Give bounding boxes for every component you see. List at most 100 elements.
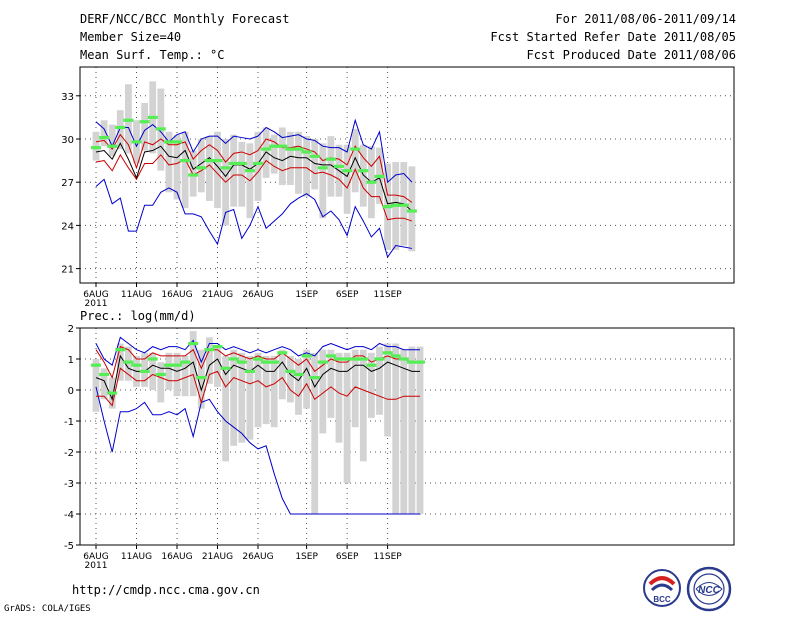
median-marker	[285, 147, 296, 151]
median-marker	[366, 363, 377, 367]
svg-text:BCC: BCC	[653, 595, 671, 604]
ensemble-box	[295, 131, 302, 194]
ensemble-box	[287, 355, 294, 403]
median-marker	[350, 147, 361, 151]
median-marker	[180, 159, 191, 163]
ensemble-box	[181, 131, 189, 209]
median-marker	[99, 372, 110, 377]
y-tick-label: 21	[61, 265, 74, 276]
ensemble-box	[100, 368, 108, 400]
ensemble-box	[359, 144, 367, 207]
ensemble-box	[270, 355, 278, 428]
x-tick-label: 6SEP	[336, 290, 359, 300]
ensemble-box	[108, 124, 116, 157]
ensemble-box	[222, 355, 229, 462]
median-marker	[188, 173, 199, 177]
plot-frame	[79, 327, 735, 546]
median-marker	[309, 376, 320, 380]
ensemble-box	[206, 136, 213, 201]
ensemble-box	[116, 110, 124, 150]
median-marker	[212, 159, 223, 163]
median-marker	[301, 354, 312, 358]
median-marker	[293, 372, 304, 377]
median-marker	[244, 169, 255, 173]
median-marker	[261, 360, 272, 364]
median-marker	[382, 205, 393, 209]
median-marker	[155, 127, 166, 131]
ensemble-box	[100, 120, 108, 147]
ensemble-box	[165, 352, 173, 390]
median-marker	[301, 150, 312, 154]
median-marker	[91, 363, 101, 367]
ensemble-box	[368, 352, 375, 418]
ensemble-box	[351, 128, 359, 193]
y-tick-label: 30	[61, 135, 74, 146]
median-marker	[244, 369, 255, 373]
median-marker	[342, 169, 353, 173]
median-marker	[131, 363, 142, 367]
panel-title: Prec.: log(mm/d)	[80, 309, 196, 323]
ensemble-box	[327, 349, 335, 418]
y-tick-label: -2	[64, 448, 74, 459]
ensemble-box	[327, 136, 335, 197]
median-marker	[155, 372, 166, 377]
ensemble-box	[206, 337, 213, 384]
x-tick-label: 26AUG	[242, 552, 273, 562]
median-marker	[334, 164, 344, 168]
ensemble-box	[116, 343, 124, 381]
ensemble-box	[181, 355, 189, 397]
ensemble-max-line	[95, 118, 413, 184]
median-marker	[398, 203, 409, 207]
median-marker	[172, 363, 182, 367]
median-marker	[220, 166, 231, 170]
ensemble-box	[359, 349, 367, 462]
ensemble-box	[400, 349, 408, 514]
ensemble-box	[392, 343, 400, 514]
median-marker	[236, 161, 247, 166]
median-marker	[415, 360, 425, 364]
member-size: Member Size=40	[80, 30, 182, 44]
median-marker	[374, 174, 385, 179]
ensemble-box	[416, 346, 424, 514]
y-tick-label: 33	[61, 92, 74, 103]
median-marker	[228, 357, 239, 361]
ensemble-min-line	[95, 178, 412, 259]
ncc-logo: NCC	[686, 566, 732, 612]
median-marker	[277, 351, 288, 355]
median-marker	[398, 357, 409, 361]
ensemble-box	[165, 131, 173, 193]
ensemble-box	[238, 352, 246, 443]
grads-credit: GrADS: COLA/IGES	[4, 604, 91, 614]
median-marker	[123, 118, 134, 122]
sd-lower-line	[95, 153, 413, 222]
ensemble-box	[319, 143, 327, 219]
median-marker	[358, 169, 369, 173]
bcc-logo: BCC	[643, 569, 681, 607]
forecast-produced-date: Fcst Produced Date 2011/08/06	[526, 48, 736, 62]
x-tick-label: 11SEP	[373, 290, 402, 300]
x-tick-label: 21AUG	[202, 552, 233, 562]
median-marker	[342, 357, 353, 361]
ensemble-box	[173, 352, 181, 397]
median-marker	[147, 115, 158, 119]
y-tick-label: 0	[68, 386, 74, 397]
median-marker	[228, 161, 239, 166]
x-tick-label: 6SEP	[336, 552, 359, 562]
median-marker	[204, 159, 215, 163]
median-marker	[317, 166, 328, 170]
y-tick-label: 2	[68, 324, 74, 335]
ensemble-max-line	[95, 336, 420, 367]
ensemble-box	[254, 352, 262, 428]
median-marker	[188, 341, 199, 346]
y-tick-label: 24	[61, 221, 74, 232]
median-marker	[107, 391, 118, 395]
median-marker	[107, 144, 118, 148]
median-marker	[358, 357, 369, 361]
median-marker	[163, 363, 174, 367]
source-url[interactable]: http://cmdp.ncc.cma.gov.cn	[72, 583, 260, 597]
ensemble-box	[270, 134, 278, 174]
sd-upper-line	[95, 133, 413, 203]
ensemble-box	[214, 131, 221, 209]
x-tick-label: 6AUG	[83, 552, 108, 562]
median-marker	[115, 348, 126, 352]
